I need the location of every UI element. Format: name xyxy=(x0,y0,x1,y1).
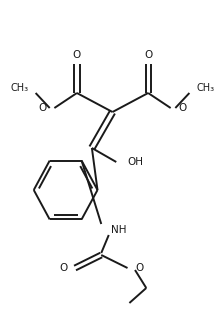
Text: CH₃: CH₃ xyxy=(10,83,28,93)
Text: O: O xyxy=(144,50,152,60)
Text: NH: NH xyxy=(111,225,126,235)
Text: OH: OH xyxy=(127,157,143,167)
Text: O: O xyxy=(39,103,47,113)
Text: O: O xyxy=(135,263,143,273)
Text: O: O xyxy=(73,50,81,60)
Text: O: O xyxy=(59,263,68,273)
Text: CH₃: CH₃ xyxy=(197,83,215,93)
Text: O: O xyxy=(178,103,186,113)
